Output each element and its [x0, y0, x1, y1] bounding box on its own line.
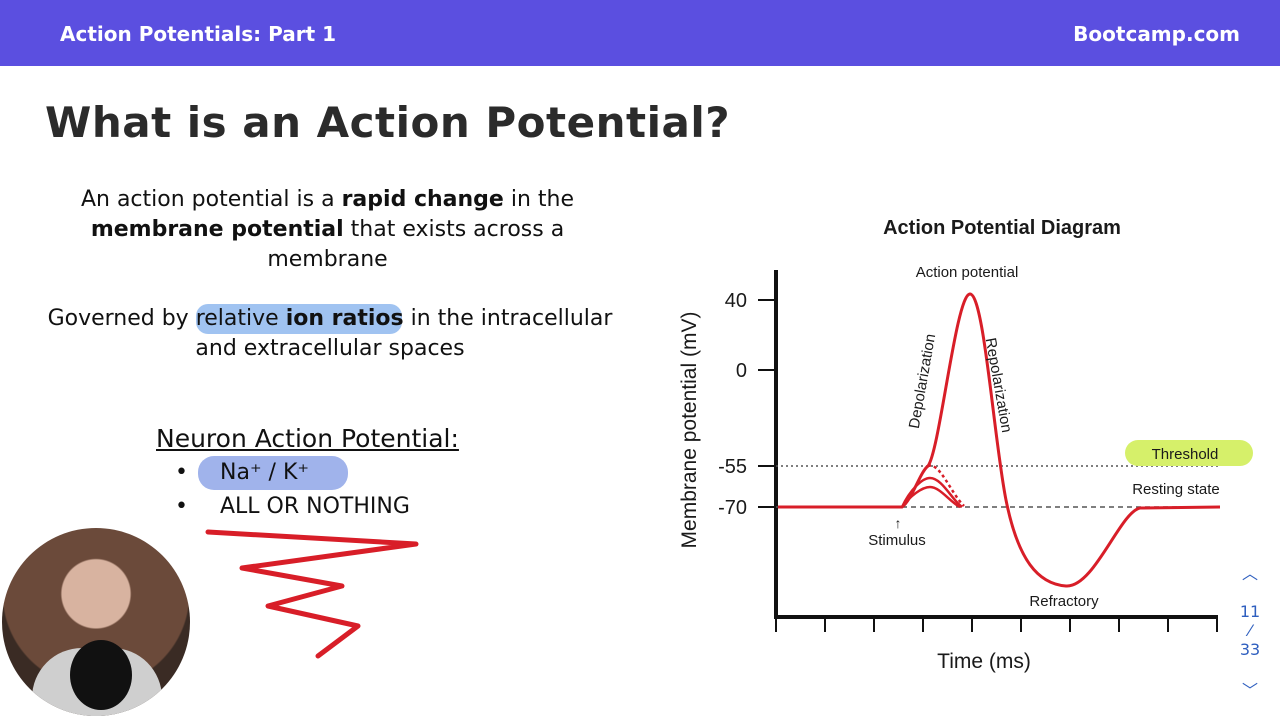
- bullet-item: • Na⁺ / K⁺: [175, 460, 309, 485]
- stimulus-label: Stimulus: [868, 532, 926, 549]
- definition-paragraph: An action potential is a rapid change in…: [60, 185, 595, 275]
- stimulus-arrow: ↑: [895, 515, 902, 531]
- def-text-3: that exists across a membrane: [267, 217, 565, 272]
- lecture-title: Action Potentials: Part 1: [60, 22, 337, 46]
- page-current: 11: [1239, 602, 1261, 621]
- x-ticks: [775, 617, 1218, 632]
- brand-logo-text[interactable]: Bootcamp.com: [1073, 22, 1240, 46]
- def-text-1: An action potential is a: [80, 187, 342, 212]
- peak-label: Action potential: [916, 264, 1019, 281]
- page-nav: ︿ 11 ⁄ 33 ﹀: [1230, 560, 1270, 701]
- depolarization-label: Depolarization: [906, 333, 939, 430]
- gov-text-2: in the intracellular and extracellular s…: [195, 306, 613, 361]
- def-text-2: in the: [503, 187, 575, 212]
- threshold-label: Threshold: [1152, 446, 1219, 463]
- def-bold-1: rapid change: [341, 187, 504, 212]
- header-bar: Action Potentials: Part 1 Bootcamp.com: [0, 0, 1280, 66]
- presenter-webcam: [2, 528, 190, 716]
- y-tick-label: -55: [718, 456, 747, 478]
- nav-down-icon[interactable]: ﹀: [1241, 681, 1258, 700]
- threshold-highlight: [1125, 440, 1253, 466]
- bullet-item: • ALL OR NOTHING: [175, 494, 410, 519]
- page-total: 33: [1239, 640, 1261, 659]
- highlight-ion-ratios: [196, 304, 402, 334]
- nav-up-icon[interactable]: ︿: [1241, 564, 1258, 583]
- highlight-na-k: [198, 456, 348, 490]
- y-tick-label: 0: [736, 360, 747, 382]
- neuron-ap-subheading: Neuron Action Potential:: [156, 424, 459, 453]
- microphone-icon: [70, 640, 132, 710]
- def-bold-2: membrane potential: [90, 217, 344, 242]
- page-separator: ⁄: [1248, 621, 1252, 640]
- bullet-text: Na⁺ / K⁺: [220, 460, 309, 485]
- bullet-text: ALL OR NOTHING: [220, 494, 410, 519]
- diagram-title: Action Potential Diagram: [883, 217, 1121, 239]
- action-potential-curve: [778, 292, 1221, 588]
- refractory-label: Refractory: [1029, 593, 1099, 610]
- gov-text-1: Governed by relative: [47, 306, 286, 331]
- x-axis-label: Time (ms): [937, 650, 1031, 673]
- y-tick-label: -70: [718, 497, 747, 519]
- slide-title: What is an Action Potential?: [45, 98, 731, 147]
- y-axis-label: Membrane potential (mV): [678, 312, 701, 549]
- governed-paragraph: Governed by relative ion ratios in the i…: [30, 304, 630, 364]
- repolarization-label: Repolarization: [982, 337, 1015, 434]
- action-potential-diagram: Action Potential Diagram Membrane potent…: [678, 217, 1253, 673]
- gov-bold: ion ratios: [285, 306, 404, 331]
- zigzag-annotation: [205, 529, 419, 659]
- y-tick-label: 40: [725, 290, 747, 312]
- resting-label: Resting state: [1132, 481, 1220, 498]
